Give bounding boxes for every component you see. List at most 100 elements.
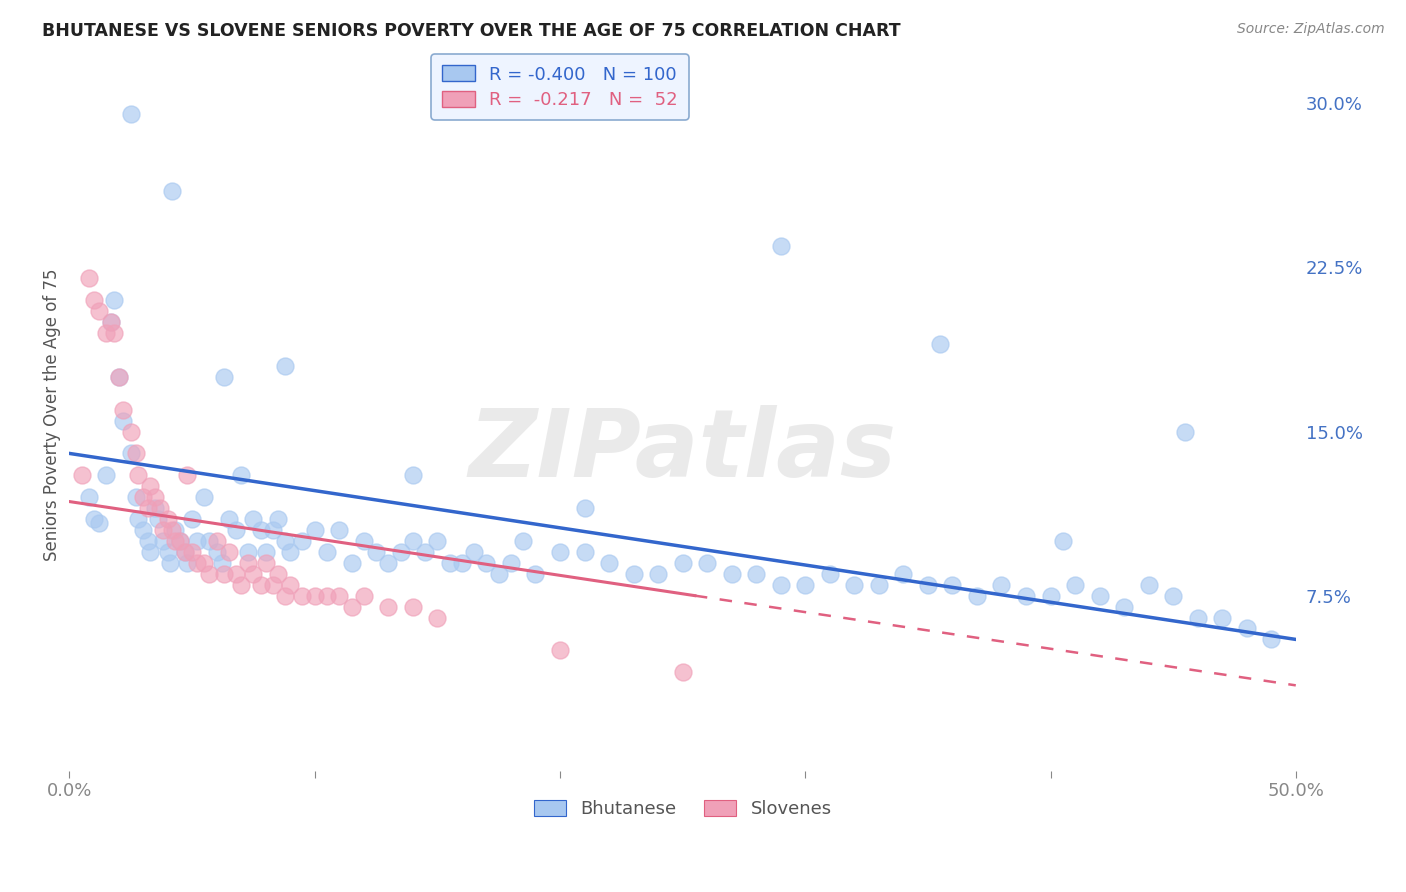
Point bbox=[136, 501, 159, 516]
Point bbox=[163, 533, 186, 548]
Point bbox=[340, 556, 363, 570]
Legend: Bhutanese, Slovenes: Bhutanese, Slovenes bbox=[526, 793, 839, 826]
Point bbox=[463, 545, 485, 559]
Point bbox=[136, 533, 159, 548]
Point bbox=[107, 369, 129, 384]
Point bbox=[211, 556, 233, 570]
Point bbox=[77, 271, 100, 285]
Point bbox=[124, 490, 146, 504]
Point bbox=[242, 566, 264, 581]
Point bbox=[1236, 622, 1258, 636]
Point bbox=[186, 533, 208, 548]
Point bbox=[112, 414, 135, 428]
Point bbox=[254, 556, 277, 570]
Point bbox=[929, 337, 952, 351]
Point bbox=[173, 545, 195, 559]
Point bbox=[316, 545, 339, 559]
Point bbox=[249, 523, 271, 537]
Point bbox=[100, 315, 122, 329]
Point bbox=[152, 533, 174, 548]
Point bbox=[475, 556, 498, 570]
Point bbox=[794, 578, 817, 592]
Point bbox=[231, 468, 253, 483]
Point bbox=[156, 512, 179, 526]
Point bbox=[720, 566, 742, 581]
Point bbox=[107, 369, 129, 384]
Point bbox=[524, 566, 547, 581]
Point bbox=[1052, 533, 1074, 548]
Point bbox=[598, 556, 620, 570]
Point bbox=[1174, 425, 1197, 439]
Point bbox=[696, 556, 718, 570]
Point bbox=[162, 184, 184, 198]
Point bbox=[127, 512, 149, 526]
Point bbox=[103, 293, 125, 308]
Point bbox=[249, 578, 271, 592]
Point bbox=[169, 533, 191, 548]
Point bbox=[193, 556, 215, 570]
Point bbox=[143, 501, 166, 516]
Point bbox=[70, 468, 93, 483]
Point bbox=[139, 545, 162, 559]
Point bbox=[1260, 632, 1282, 647]
Point bbox=[413, 545, 436, 559]
Point bbox=[77, 490, 100, 504]
Text: BHUTANESE VS SLOVENE SENIORS POVERTY OVER THE AGE OF 75 CORRELATION CHART: BHUTANESE VS SLOVENE SENIORS POVERTY OVE… bbox=[42, 22, 901, 40]
Point bbox=[353, 589, 375, 603]
Point bbox=[163, 523, 186, 537]
Point bbox=[623, 566, 645, 581]
Point bbox=[176, 556, 198, 570]
Point bbox=[120, 107, 142, 121]
Point bbox=[844, 578, 866, 592]
Point bbox=[672, 556, 695, 570]
Point bbox=[112, 402, 135, 417]
Point bbox=[242, 512, 264, 526]
Point bbox=[377, 599, 399, 614]
Point bbox=[1187, 610, 1209, 624]
Point bbox=[868, 578, 890, 592]
Point bbox=[149, 501, 172, 516]
Point bbox=[103, 326, 125, 340]
Point bbox=[1161, 589, 1184, 603]
Point bbox=[893, 566, 915, 581]
Point bbox=[377, 556, 399, 570]
Point bbox=[941, 578, 963, 592]
Point bbox=[231, 578, 253, 592]
Point bbox=[267, 512, 290, 526]
Point bbox=[87, 304, 110, 318]
Point bbox=[328, 589, 350, 603]
Point bbox=[574, 545, 596, 559]
Y-axis label: Seniors Poverty Over the Age of 75: Seniors Poverty Over the Age of 75 bbox=[44, 268, 60, 561]
Point bbox=[316, 589, 339, 603]
Point bbox=[132, 523, 155, 537]
Point bbox=[512, 533, 534, 548]
Point bbox=[1015, 589, 1038, 603]
Point bbox=[262, 578, 284, 592]
Point bbox=[426, 533, 449, 548]
Point bbox=[124, 446, 146, 460]
Point bbox=[193, 490, 215, 504]
Point bbox=[1064, 578, 1087, 592]
Point bbox=[127, 468, 149, 483]
Point bbox=[205, 545, 228, 559]
Point bbox=[218, 545, 240, 559]
Point bbox=[1039, 589, 1062, 603]
Point bbox=[647, 566, 669, 581]
Point bbox=[304, 523, 326, 537]
Point bbox=[304, 589, 326, 603]
Point bbox=[402, 599, 425, 614]
Point bbox=[225, 566, 247, 581]
Point bbox=[1112, 599, 1135, 614]
Point bbox=[162, 523, 184, 537]
Text: ZIPatlas: ZIPatlas bbox=[468, 405, 897, 497]
Point bbox=[198, 566, 221, 581]
Point bbox=[966, 589, 988, 603]
Point bbox=[238, 545, 260, 559]
Point bbox=[1088, 589, 1111, 603]
Point bbox=[225, 523, 247, 537]
Point bbox=[120, 446, 142, 460]
Point bbox=[389, 545, 412, 559]
Point bbox=[274, 589, 297, 603]
Point bbox=[548, 545, 571, 559]
Point bbox=[499, 556, 522, 570]
